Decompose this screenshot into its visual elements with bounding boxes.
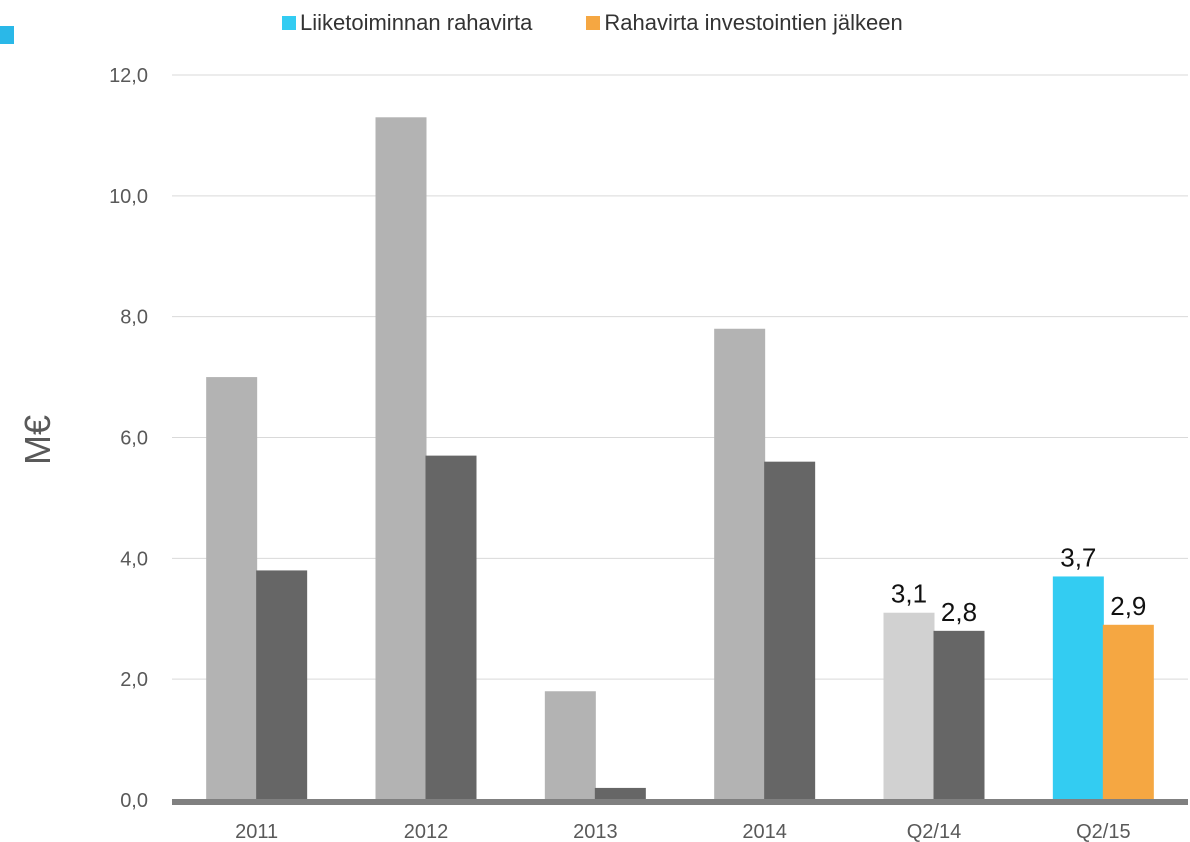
- bar-2013-series-1: [594, 787, 646, 800]
- bar-2014-series-0: [714, 328, 766, 800]
- x-tick-label: Q2/14: [907, 821, 961, 842]
- bar-Q2-15-series-0: [1052, 576, 1104, 800]
- x-tick-label: Q2/15: [1076, 821, 1130, 842]
- bar-2011-series-0: [206, 377, 258, 800]
- bar-Q2-15-series-1: [1102, 624, 1154, 800]
- y-tick-label: 2,0: [120, 669, 148, 691]
- chart-legend: Liiketoiminnan rahavirta Rahavirta inves…: [282, 10, 957, 36]
- bar-2012-series-1: [425, 455, 477, 800]
- y-tick-label: 0,0: [120, 790, 148, 812]
- data-label: 2,8: [941, 597, 977, 627]
- y-tick-label: 12,0: [109, 65, 148, 87]
- x-tick-label: 2014: [742, 821, 787, 842]
- y-tick-label: 6,0: [120, 428, 148, 450]
- bar-2012-series-0: [375, 117, 427, 800]
- y-tick-label: 10,0: [109, 186, 148, 208]
- legend-label-cashflow-after-investments: Rahavirta investointien jälkeen: [604, 10, 903, 35]
- corner-accent-mark: [0, 26, 14, 44]
- bar-2013-series-0: [544, 691, 596, 800]
- legend-swatch-orange: [586, 16, 601, 30]
- legend-item-operating-cashflow: Liiketoiminnan rahavirta: [282, 10, 532, 36]
- bar-2014-series-1: [764, 461, 816, 800]
- x-tick-label: 2012: [404, 821, 449, 842]
- y-tick-label: 8,0: [120, 307, 148, 329]
- bar-Q2-14-series-1: [933, 630, 985, 800]
- bar-Q2-14-series-0: [883, 612, 935, 800]
- legend-swatch-cyan: [282, 16, 296, 30]
- bar-2011-series-1: [256, 570, 308, 800]
- legend-item-cashflow-after-investments: Rahavirta investointien jälkeen: [586, 10, 903, 36]
- legend-label-operating-cashflow: Liiketoiminnan rahavirta: [300, 10, 533, 35]
- x-tick-label: 2013: [573, 821, 618, 842]
- x-tick-label: 2011: [235, 821, 278, 842]
- data-label: 2,9: [1110, 591, 1146, 621]
- data-label: 3,7: [1060, 542, 1096, 572]
- data-label: 3,1: [891, 579, 927, 609]
- y-tick-label: 4,0: [120, 548, 148, 570]
